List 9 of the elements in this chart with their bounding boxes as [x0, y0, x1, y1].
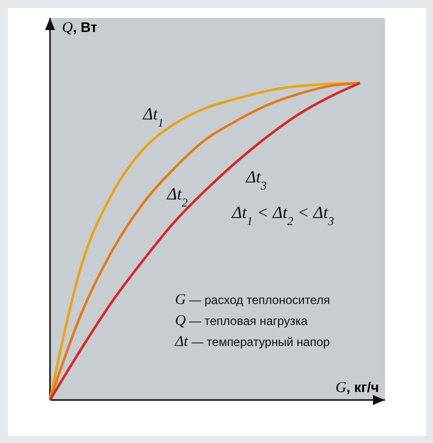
annotation: Δt — температурный напор — [174, 334, 330, 350]
annotation: Δt$_{1}$ < Δt$_{2}$ < Δt$_{3}$ — [231, 203, 334, 228]
series-label: Δt$_{1}$ — [142, 104, 164, 130]
series-label: Δt$_{2}$ — [166, 184, 188, 210]
annotation: Q — тепловая нагрузка — [175, 313, 308, 329]
series-label: Δt$_{3}$ — [245, 167, 267, 192]
y-axis-title: Q, Вт — [62, 19, 98, 36]
annotation: G — расход теплоносителя — [175, 292, 330, 308]
x-axis-title: G, кг/ч — [336, 379, 379, 396]
